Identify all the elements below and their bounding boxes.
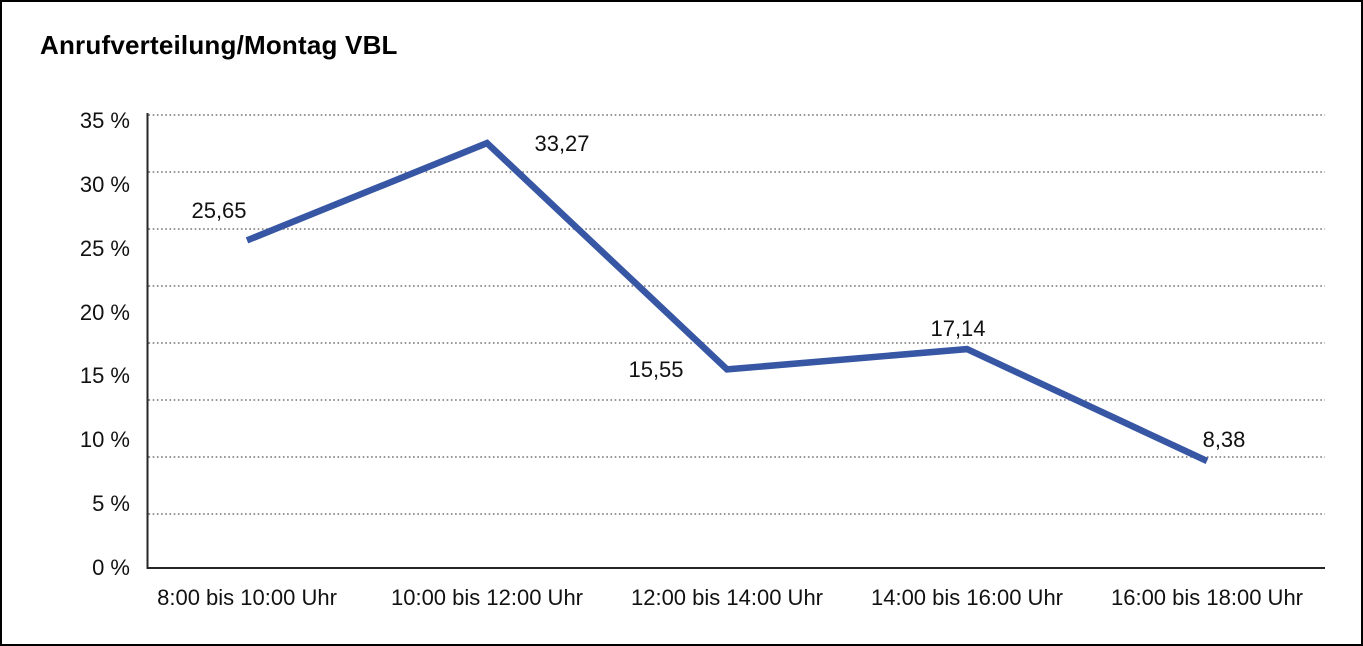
x-tick-label: 8:00 bis 10:00 Uhr (157, 585, 337, 610)
x-tick-label: 10:00 bis 12:00 Uhr (390, 585, 584, 610)
axes (146, 113, 1325, 569)
data-label: 8,38 (1202, 426, 1246, 452)
data-label: 25,65 (191, 198, 247, 224)
y-tick-label: 20 % (79, 299, 130, 325)
x-tick-label: 14:00 bis 16:00 Uhr (870, 585, 1064, 610)
chart-title: Anrufverteilung/Montag VBL (40, 30, 398, 60)
y-tick-label: 15 % (79, 363, 130, 389)
y-tick-label: 0 % (92, 555, 130, 580)
data-label: 17,14 (930, 316, 986, 342)
y-tick-label: 35 % (79, 108, 130, 134)
x-tick-label: 12:00 bis 14:00 Uhr (630, 585, 824, 610)
y-tick-label: 25 % (79, 235, 130, 261)
series-line-group (245, 139, 1209, 464)
gridlines (148, 114, 1325, 515)
y-tick-label: 5 % (92, 491, 130, 517)
data-label: 15,55 (628, 357, 684, 383)
x-tick-label: 16:00 bis 18:00 Uhr (1110, 585, 1304, 610)
y-tick-label: 30 % (79, 171, 130, 197)
data-label: 33,27 (534, 131, 590, 157)
series-line (245, 139, 1209, 464)
y-tick-label: 10 % (79, 427, 130, 453)
